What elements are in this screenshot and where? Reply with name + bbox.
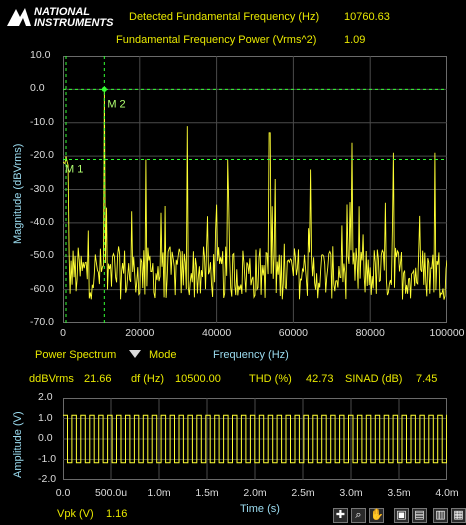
df-label: df (Hz) [131,373,164,385]
time-x-tick: 2.5m [291,487,315,499]
spectrum-y-tick: -30.0 [30,182,54,195]
mode-dropdown-icon[interactable] [129,350,141,358]
spectrum-x-tick: 0 [60,327,66,339]
pan-hand-icon[interactable]: ✋ [369,508,384,523]
spectrum-x-axis-label: Frequency (Hz) [213,349,289,361]
spectrum-x-tick: 20000 [125,327,155,339]
df-value: 10500.00 [175,373,221,385]
ni-eagle-logo-icon [6,6,32,30]
autoscale-icon[interactable]: ▥ [433,508,448,523]
zoom-icon[interactable]: ⌕ [351,508,366,523]
time-plot[interactable] [63,398,447,480]
detected-frequency-value: 10760.63 [344,11,390,23]
spectrum-y-tick: -60.0 [30,282,54,295]
time-x-tick: 3.5m [387,487,411,499]
marker-m2-dot [101,86,107,92]
fundamental-power-value: 1.09 [344,34,366,46]
spectrum-y-tick: -50.0 [30,249,54,262]
time-x-tick: 500.0u [94,487,128,499]
power-spectrum-label: Power Spectrum [35,349,117,361]
marker-m2-label: M 2 [107,98,125,110]
sinad-label: SINAD (dB) [345,373,403,385]
scale-format-icon[interactable]: ▤ [412,508,427,523]
thd-label: THD (%) [249,373,292,385]
vpk-value: 1.16 [106,508,128,520]
time-y-tick: -1.0 [38,452,57,465]
fundamental-power-label: Fundamental Frequency Power (Vrms^2) [116,34,317,46]
time-x-tick: 3.0m [339,487,363,499]
time-y-tick: -2.0 [38,473,57,485]
spectrum-x-tick: 100000 [429,327,465,339]
spectrum-y-tick: -70.0 [30,316,54,328]
spectrum-y-tick: -10.0 [30,115,54,128]
spectrum-x-tick: 80000 [355,327,385,339]
time-y-tick: 1.0 [38,411,53,424]
time-x-axis-label: Time (s) [240,503,280,515]
ddbvrms-label: ddBVrms [29,373,74,385]
sinad-value: 7.45 [416,373,438,385]
scale-lock-icon[interactable]: ▣ [394,508,409,523]
time-x-tick: 0.0 [55,487,71,499]
time-trace [63,414,447,464]
spectrum-y-tick: 0.0 [30,82,45,95]
time-x-tick: 4.0m [435,487,459,499]
brand-name: NATIONAL INSTRUMENTS [34,6,114,29]
properties-icon[interactable]: ▦ [451,508,466,523]
spectrum-x-tick: 60000 [278,327,308,339]
spectrum-plot[interactable]: M 2 M 1 [63,56,447,323]
thd-value: 42.73 [306,373,334,385]
spectrum-x-tick: 40000 [201,327,232,339]
spectrum-trace [63,89,447,300]
time-x-tick: 2.0m [243,487,267,499]
marker-m1-label: M 1 [65,163,83,175]
vpk-label: Vpk (V) [57,508,94,520]
time-y-tick: 2.0 [38,391,53,403]
spectrum-y-tick: 10.0 [30,49,51,61]
time-x-tick: 1.0m [147,487,171,499]
detected-frequency-label: Detected Fundamental Frequency (Hz) [129,11,320,23]
spectrum-y-axis-label: Magnitude (dBVrms) [12,143,24,244]
spectrum-y-tick: -40.0 [30,215,54,228]
spectrum-y-tick: -20.0 [30,149,54,162]
time-y-tick: 0.0 [38,432,53,444]
mode-button[interactable]: Mode [149,349,177,361]
ddbvrms-value: 21.66 [84,373,112,385]
cursor-move-icon[interactable]: ✚ [333,508,348,523]
time-y-axis-label: Amplitude (V) [12,411,24,478]
time-x-tick: 1.5m [195,487,219,499]
